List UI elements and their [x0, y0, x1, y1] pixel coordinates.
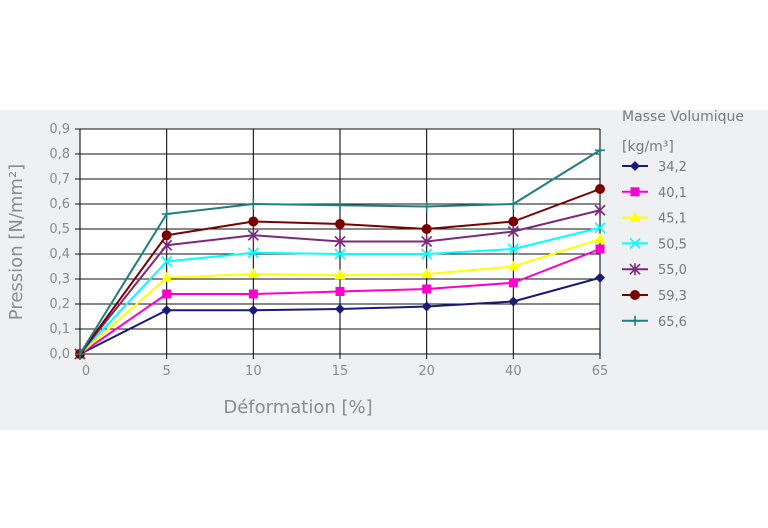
- legend: Masse Volumique [kg/m³] 34,2 40,1 45,1 50,5…: [622, 109, 744, 330]
- data-point: [422, 284, 432, 294]
- data-point: [421, 224, 432, 234]
- data-point: [248, 216, 259, 227]
- legend-entry: 45,1: [622, 211, 687, 227]
- data-point: [162, 289, 172, 299]
- data-point: [595, 244, 605, 254]
- y-tick-label: 0,2: [49, 297, 70, 312]
- legend-swatch-marker: [630, 187, 640, 197]
- axis-layer: 0,0 0,1 0,2 0,3 0,4 0,5 0,6 0,7 0,8 0,9 0 5 10 15 20 40…: [49, 122, 608, 379]
- legend-entry: 59,3: [622, 289, 687, 304]
- data-point: [335, 304, 345, 314]
- x-tick-label: 0: [82, 364, 90, 379]
- x-tick-label: 20: [418, 364, 435, 379]
- data-point: [595, 145, 605, 156]
- data-point: [594, 204, 606, 217]
- legend-entry: 65,6: [622, 315, 687, 330]
- data-point: [161, 239, 173, 252]
- data-point: [75, 349, 85, 359]
- legend-entry: 40,1: [622, 186, 687, 201]
- data-point: [248, 289, 258, 299]
- legend-unit: [kg/m³]: [622, 139, 674, 155]
- data-point: [508, 278, 518, 288]
- x-tick-label: 15: [332, 364, 349, 379]
- legend-entry: 55,0: [622, 263, 687, 278]
- legend-swatch-marker: [630, 290, 640, 300]
- data-point: [335, 287, 345, 296]
- series-65-6: [75, 145, 605, 359]
- x-axis-title: Déformation [%]: [223, 397, 372, 418]
- data-point: [161, 271, 173, 282]
- legend-swatch-marker: [630, 315, 640, 326]
- legend-entry: 50,5: [622, 237, 687, 252]
- series-45-1: [74, 233, 606, 358]
- data-point: [421, 235, 433, 248]
- x-tick-label: 5: [163, 364, 171, 379]
- data-point: [421, 248, 433, 260]
- legend-label: 34,2: [658, 160, 687, 175]
- y-axis-title: Pression [N/mm²]: [6, 164, 27, 320]
- y-tick-label: 0,4: [49, 247, 70, 262]
- legend-label: 50,5: [658, 237, 687, 252]
- data-point: [595, 272, 605, 283]
- legend-title: Masse Volumique: [622, 109, 744, 125]
- data-point: [507, 225, 519, 238]
- data-point: [508, 199, 519, 209]
- series-59-3: [75, 184, 605, 359]
- y-tick-label: 0,6: [49, 197, 70, 212]
- legend-label: 59,3: [658, 289, 687, 304]
- y-tick-label: 0,7: [49, 172, 70, 187]
- data-point: [594, 222, 606, 234]
- legend-swatch-marker: [630, 161, 640, 171]
- data-point: [421, 201, 432, 212]
- legend-label: 55,0: [658, 263, 687, 278]
- legend-swatch-marker: [629, 263, 641, 276]
- series-55-0: [74, 204, 606, 360]
- data-point: [595, 184, 605, 194]
- data-point: [508, 216, 519, 227]
- data-point: [335, 200, 345, 211]
- y-tick-label: 0,5: [49, 222, 70, 237]
- data-point: [507, 243, 519, 255]
- legend-label: 40,1: [658, 186, 687, 201]
- data-point: [247, 247, 259, 259]
- data-point: [507, 260, 519, 271]
- data-point: [247, 268, 259, 278]
- x-tick-label: 40: [505, 364, 522, 379]
- x-tick-label: 65: [592, 364, 609, 379]
- data-point: [248, 199, 259, 209]
- legend-swatch-marker: [629, 237, 641, 249]
- data-point: [594, 233, 606, 243]
- y-tick-label: 0,1: [49, 322, 70, 337]
- data-point: [421, 268, 433, 278]
- data-point: [334, 248, 346, 260]
- data-point: [421, 301, 432, 312]
- data-point: [161, 230, 172, 241]
- x-tick-label: 10: [245, 364, 262, 379]
- data-point: [508, 296, 519, 307]
- legend-label: 65,6: [658, 315, 687, 330]
- series-layer: [74, 145, 606, 360]
- data-point: [334, 269, 346, 280]
- y-tick-label: 0,9: [49, 122, 70, 137]
- legend-swatch-marker: [629, 211, 641, 222]
- data-point: [161, 305, 172, 316]
- legend-entry: 34,2: [622, 160, 687, 175]
- y-tick-label: 0,0: [49, 347, 70, 362]
- data-point: [334, 235, 346, 248]
- y-tick-label: 0,8: [49, 147, 70, 162]
- legend-label: 45,1: [658, 212, 687, 227]
- y-tick-label: 0,3: [49, 272, 70, 287]
- data-point: [335, 219, 345, 229]
- data-point: [247, 229, 259, 242]
- data-point: [161, 209, 172, 219]
- data-point: [248, 305, 259, 316]
- data-point: [161, 255, 173, 268]
